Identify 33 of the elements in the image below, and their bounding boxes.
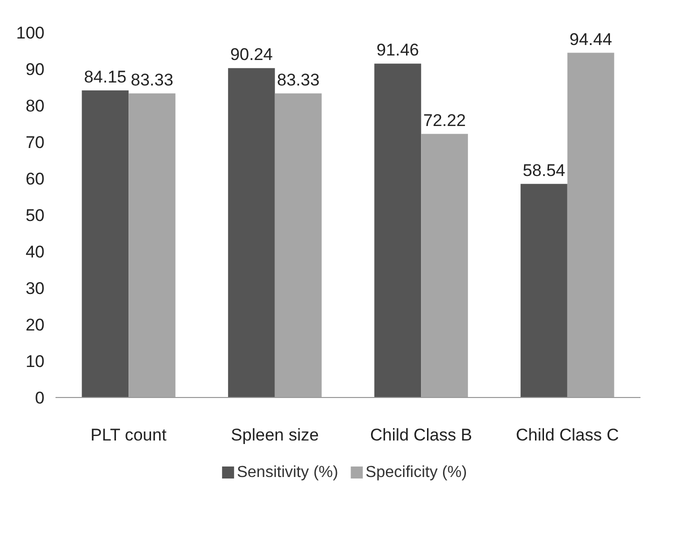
x-tick-label: Child Class B xyxy=(370,426,472,444)
bar xyxy=(128,93,176,398)
y-tick-label: 0 xyxy=(35,388,45,408)
y-tick-label: 60 xyxy=(26,170,45,188)
bar xyxy=(228,68,275,398)
data-label: 91.46 xyxy=(376,40,419,60)
data-label: 72.22 xyxy=(423,110,466,130)
y-tick-label: 20 xyxy=(26,316,45,334)
y-tick-label: 30 xyxy=(26,279,45,298)
data-label: 58.54 xyxy=(522,160,566,180)
data-label: 83.33 xyxy=(130,70,174,90)
y-tick-label: 40 xyxy=(26,242,45,262)
bar xyxy=(421,134,468,398)
data-label: 94.44 xyxy=(570,30,612,49)
y-tick-label: 80 xyxy=(26,96,45,116)
data-label: 90.24 xyxy=(230,45,273,64)
data-label: 83.33 xyxy=(277,70,320,90)
legend-label: Specificity (%) xyxy=(366,464,467,481)
bar xyxy=(567,52,614,398)
legend-label: Sensitivity (%) xyxy=(236,464,338,481)
x-tick-label: Spleen size xyxy=(230,426,319,444)
bar xyxy=(520,184,568,398)
x-tick-label: PLT count xyxy=(90,426,167,444)
bar xyxy=(274,93,322,398)
y-tick-label: 100 xyxy=(16,24,45,42)
y-tick-label: 10 xyxy=(26,352,45,371)
data-label: 84.15 xyxy=(84,67,126,86)
y-tick-label: 50 xyxy=(26,206,45,225)
y-tick-label: 70 xyxy=(26,133,45,152)
x-tick-label: Child Class C xyxy=(516,426,619,444)
y-tick-label: 90 xyxy=(26,60,45,79)
bar xyxy=(82,90,129,398)
bar xyxy=(374,64,422,398)
